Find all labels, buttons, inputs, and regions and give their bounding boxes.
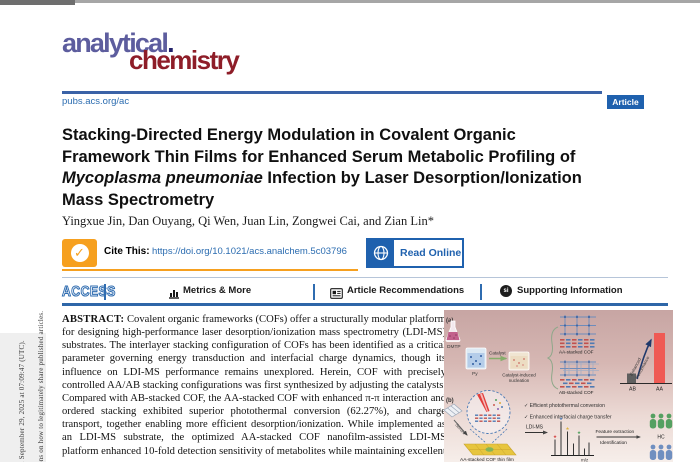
globe-icon bbox=[368, 240, 394, 266]
read-online-button[interactable]: Read Online bbox=[366, 238, 464, 268]
peak-star-icon-yellow: ★ bbox=[565, 426, 569, 431]
title-line-1: Stacking-Directed Energy Modulation in C… bbox=[62, 126, 516, 144]
peak-star-icon-green: ★ bbox=[577, 430, 581, 435]
peak-star-icon-blue: ★ bbox=[559, 416, 563, 421]
title-line-2: Framework Thin Films for Enhanced Serum … bbox=[62, 147, 576, 166]
laser-zoom-circle bbox=[466, 390, 511, 434]
aa-cof-structure bbox=[560, 315, 596, 348]
bar-aa-label: AA bbox=[656, 387, 663, 393]
title-line-3-rest: Infection by Laser Desorption/Ionization bbox=[262, 169, 582, 187]
supporting-information-link[interactable]: Supporting Information bbox=[517, 285, 623, 296]
page-edge-dark-bar bbox=[0, 0, 75, 5]
article-title: Stacking-Directed Energy Modulation in C… bbox=[62, 125, 652, 211]
article-recommendations-link[interactable]: Article Recommendations bbox=[347, 285, 465, 296]
access-divider-2 bbox=[313, 284, 315, 300]
mass-spectrum bbox=[551, 421, 594, 456]
aa-cof-label: AA-stacked COF bbox=[559, 350, 594, 355]
catalyst-arrow-label: Catalyst bbox=[489, 351, 506, 356]
abstract-paragraph: ABSTRACT: Covalent organic frameworks (C… bbox=[62, 313, 446, 462]
cite-this-icon: ✓ bbox=[62, 239, 97, 267]
download-watermark-line1: n September 29, 2025 at 07:09:47 (UTC). bbox=[18, 340, 26, 462]
dmtp-label: DMTP bbox=[447, 344, 461, 350]
py-beaker-icon bbox=[465, 347, 487, 370]
access-link[interactable]: ACCESS bbox=[62, 282, 116, 300]
abstract-label: ABSTRACT: bbox=[62, 314, 125, 325]
check-icon: ✓ bbox=[70, 244, 89, 262]
logo-word-analytical: analytical bbox=[62, 28, 169, 58]
mp-people-icons bbox=[649, 444, 673, 460]
journal-url-link[interactable]: pubs.acs.org/ac bbox=[62, 96, 130, 107]
py-label: Py bbox=[472, 371, 478, 377]
bar-ab-label: AB bbox=[629, 387, 636, 393]
header-rule bbox=[62, 91, 602, 94]
title-species-italic: Mycoplasma pneumoniae bbox=[62, 169, 263, 187]
title-line-3: Mycoplasma pneumoniae Infection by Laser… bbox=[62, 168, 652, 190]
peak-star-icon-red: ★ bbox=[553, 434, 557, 439]
performance-bar-chart bbox=[620, 333, 672, 384]
access-divider-1 bbox=[104, 284, 106, 300]
cite-bar-underline bbox=[62, 269, 358, 271]
journal-logo-chemistry: chemistry bbox=[129, 45, 240, 75]
cof-thin-film-icon bbox=[463, 443, 517, 456]
page-edge-light-bar bbox=[75, 0, 700, 3]
cite-this-label: Cite This: bbox=[104, 246, 150, 257]
maldi-plate-icon bbox=[443, 403, 463, 418]
nucleation-beaker-icon bbox=[508, 351, 530, 371]
identification-label: Identification bbox=[600, 440, 627, 446]
author-list: Yingxue Jin, Dan Ouyang, Qi Wen, Juan Li… bbox=[62, 214, 434, 228]
sidebar-gray-panel bbox=[0, 333, 46, 462]
metrics-icon bbox=[168, 286, 180, 304]
mz-axis-label: m/z bbox=[581, 458, 589, 462]
panel-b-label: (b) bbox=[446, 398, 454, 404]
check-charge-transfer: ✓ Enhanced interfacial charge transfer bbox=[524, 415, 612, 421]
graphical-abstract: (a) DMTP Py Catalyst bbox=[443, 310, 673, 462]
title-line-4: Mass Spectrometry bbox=[62, 190, 215, 209]
graphical-abstract-svg: (a) DMTP Py Catalyst bbox=[443, 310, 673, 462]
journal-logo-analytical: analytical. bbox=[62, 28, 174, 59]
metrics-and-more-link[interactable]: Metrics & More bbox=[183, 285, 252, 296]
ldi-ms-label: LDI-MS bbox=[526, 425, 544, 431]
nucleation-label-2: nucleation bbox=[509, 378, 530, 383]
serum-arrow bbox=[453, 419, 468, 436]
supporting-info-icon: si bbox=[500, 285, 512, 297]
panel-a-label: (a) bbox=[446, 318, 453, 324]
thin-film-label: AA-stacked COF thin film bbox=[460, 457, 514, 462]
bracket bbox=[546, 326, 559, 390]
doi-link[interactable]: https://doi.org/10.1021/acs.analchem.5c0… bbox=[152, 246, 347, 257]
read-online-label: Read Online bbox=[400, 247, 462, 259]
access-top-rule bbox=[62, 277, 668, 278]
logo-period: . bbox=[167, 28, 174, 58]
access-bottom-rule bbox=[62, 303, 668, 306]
dmtp-flask-icon bbox=[445, 320, 461, 342]
figure-background bbox=[444, 310, 673, 462]
ab-cof-label: AB-stacked COF bbox=[559, 390, 594, 395]
feature-extraction-label: Feature extraction bbox=[596, 429, 635, 435]
abstract-text: Covalent organic frameworks (COFs) offer… bbox=[62, 314, 446, 457]
check-photothermal: ✓ Efficient photothermal conversion bbox=[524, 403, 605, 409]
hc-people-icons bbox=[649, 413, 673, 429]
nucleation-label-1: Catalyst-induced bbox=[502, 373, 536, 378]
ab-cof-structure bbox=[560, 360, 599, 388]
hc-group-label: HC bbox=[657, 435, 665, 441]
download-watermark-line2: ons on how to legitimately share publish… bbox=[37, 310, 45, 462]
access-divider-3 bbox=[480, 284, 482, 300]
recommendations-icon bbox=[330, 286, 343, 304]
article-type-badge: Article bbox=[607, 95, 644, 109]
